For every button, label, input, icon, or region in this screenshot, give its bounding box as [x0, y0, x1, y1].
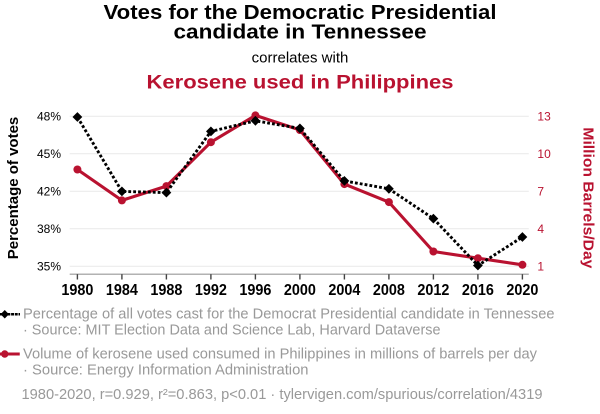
svg-text:48%: 48% [37, 110, 61, 124]
svg-text:13: 13 [537, 110, 551, 124]
svg-text:Kerosene used in Philippines: Kerosene used in Philippines [147, 72, 454, 94]
svg-text:45%: 45% [37, 147, 61, 161]
svg-text:Percentage of votes: Percentage of votes [5, 117, 22, 260]
svg-text:1988: 1988 [150, 282, 182, 299]
svg-text:· Source: Energy Information A: · Source: Energy Information Administrat… [23, 363, 309, 379]
svg-text:10: 10 [537, 147, 551, 161]
svg-text:1984: 1984 [106, 282, 138, 299]
svg-text:1980: 1980 [61, 282, 93, 299]
svg-text:42%: 42% [37, 185, 61, 199]
svg-text:1: 1 [537, 260, 544, 274]
svg-text:38%: 38% [37, 222, 61, 236]
svg-text:1996: 1996 [239, 282, 271, 299]
svg-text:2000: 2000 [284, 282, 316, 299]
svg-text:· Source: MIT Election Data an: · Source: MIT Election Data and Science … [23, 323, 441, 339]
svg-text:2020: 2020 [506, 282, 538, 299]
svg-text:4: 4 [537, 222, 544, 236]
svg-text:Percentage of all votes cast f: Percentage of all votes cast for the Dem… [23, 307, 555, 323]
svg-text:35%: 35% [37, 260, 61, 274]
svg-text:2016: 2016 [462, 282, 494, 299]
svg-text:Million Barrels/Day: Million Barrels/Day [580, 127, 597, 269]
svg-text:7: 7 [537, 185, 544, 199]
svg-text:correlates with: correlates with [252, 50, 349, 67]
svg-text:1992: 1992 [195, 282, 227, 299]
svg-text:Volume of kerosene used consum: Volume of kerosene used consumed in Phil… [23, 347, 538, 363]
svg-text:2008: 2008 [373, 282, 405, 299]
svg-text:candidate in Tennessee: candidate in Tennessee [174, 22, 427, 44]
svg-text:2004: 2004 [328, 282, 360, 299]
svg-text:2012: 2012 [417, 282, 449, 299]
svg-text:1980-2020, r=0.929, r²=0.863,: 1980-2020, r=0.929, r²=0.863, p<0.01 · t… [22, 387, 543, 403]
svg-text:Votes for the Democratic Presi: Votes for the Democratic Presidential [104, 2, 497, 24]
